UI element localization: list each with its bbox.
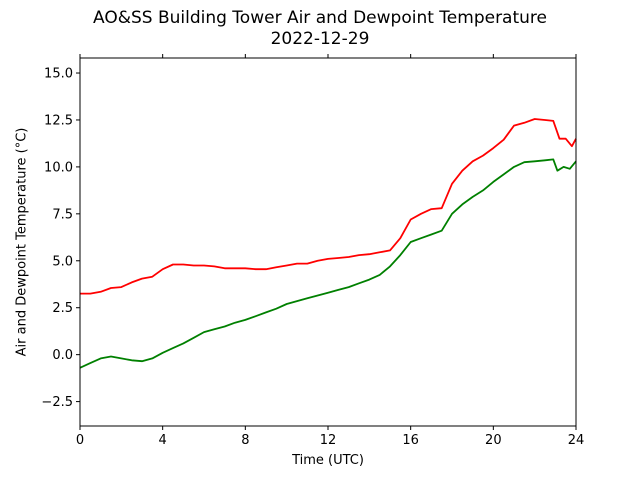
y-tick-label: −2.5 (41, 395, 73, 410)
x-axis-label: Time (UTC) (292, 453, 364, 468)
y-tick-label: 5.0 (52, 254, 73, 269)
axes-frame (79, 57, 577, 427)
series-layer (79, 118, 577, 369)
chart-subtitle: 2022-12-29 (270, 29, 370, 49)
x-tick-label: 8 (241, 433, 249, 448)
chart-title: AO&SS Building Tower Air and Dewpoint Te… (92, 8, 547, 28)
x-tick-label: 0 (76, 433, 84, 448)
x-tick-label: 12 (320, 433, 337, 448)
y-tick-label: 12.5 (44, 113, 73, 128)
x-tick-label: 16 (402, 433, 419, 448)
y-tick-label: 2.5 (52, 301, 73, 316)
y-tick-label: 0.0 (52, 348, 73, 363)
series-line-1 (80, 118, 577, 295)
y-tick-label: 7.5 (52, 207, 73, 222)
series-line-2 (79, 158, 577, 369)
x-tick-label: 4 (159, 433, 167, 448)
x-tick-label: 20 (485, 433, 502, 448)
y-tick-label: 10.0 (44, 160, 73, 175)
x-tick-label: 24 (568, 433, 585, 448)
tick-layer: 0 4 8 12 16 20 24 −2.5 0.0 2.5 5.0 7.5 10.0 12.5 15.0 (41, 54, 584, 448)
y-tick-label: 15.0 (44, 67, 73, 82)
y-axis-label: Air and Dewpoint Temperature (°C) (14, 127, 30, 357)
